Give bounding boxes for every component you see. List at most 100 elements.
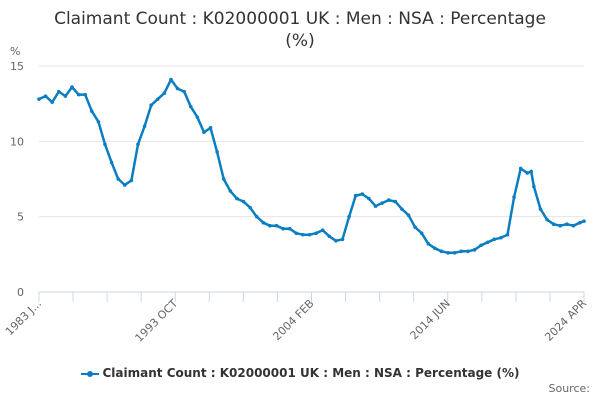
data-point[interactable] [202, 130, 206, 135]
data-point[interactable] [261, 220, 266, 225]
data-point[interactable] [142, 124, 147, 129]
data-point[interactable] [558, 223, 563, 228]
x-tick-label: 2024 APR [542, 297, 589, 344]
x-axis: 1983 J... 1993 OCT 2004 FEB 2014 JUN 2024 AP… [3, 291, 589, 345]
data-point[interactable] [353, 193, 358, 198]
legend[interactable]: Claimant Count : K02000001 UK : Men : NS… [0, 366, 600, 380]
data-point[interactable] [320, 228, 325, 233]
data-point[interactable] [215, 150, 219, 154]
data-point[interactable] [452, 251, 457, 255]
data-point[interactable] [162, 91, 167, 95]
data-point[interactable] [268, 223, 272, 228]
data-point[interactable] [228, 189, 233, 193]
data-point[interactable] [129, 178, 134, 183]
data-point[interactable] [241, 199, 246, 204]
data-point[interactable] [538, 207, 543, 211]
data-point[interactable] [294, 231, 299, 236]
source-label: Source: [548, 382, 591, 395]
data-point[interactable] [122, 183, 127, 187]
data-point[interactable] [459, 249, 464, 254]
data-point[interactable] [116, 177, 120, 181]
data-point[interactable] [582, 219, 586, 223]
data-point[interactable] [37, 97, 41, 101]
data-point[interactable] [433, 246, 437, 251]
data-point[interactable] [565, 222, 569, 226]
data-point[interactable] [281, 226, 285, 231]
x-tick-label: 1983 J... [3, 297, 44, 338]
data-point[interactable] [551, 222, 556, 226]
data-point[interactable] [235, 196, 239, 201]
data-point[interactable] [499, 235, 503, 240]
data-point[interactable] [340, 237, 345, 242]
data-point[interactable] [169, 77, 173, 82]
data-point[interactable] [545, 217, 549, 222]
data-point[interactable] [413, 225, 417, 230]
data-point[interactable] [393, 199, 398, 204]
data-point[interactable] [419, 231, 424, 236]
data-point[interactable] [406, 213, 411, 217]
data-point[interactable] [103, 142, 107, 147]
data-point[interactable] [347, 214, 351, 219]
data-point[interactable] [532, 184, 536, 189]
data-point[interactable] [314, 231, 318, 236]
data-point[interactable] [96, 119, 101, 124]
data-point[interactable] [360, 192, 365, 196]
x-tick-label: 1993 OCT [133, 297, 181, 345]
data-point[interactable] [505, 232, 510, 237]
chart-title: Claimant Count : K02000001 UK : Men : NS… [0, 8, 600, 52]
data-point[interactable] [529, 169, 534, 174]
legend-label: Claimant Count : K02000001 UK : Men : NS… [102, 366, 520, 380]
data-point[interactable] [439, 249, 444, 254]
data-point[interactable] [301, 232, 305, 237]
data-point[interactable] [76, 92, 81, 97]
data-point[interactable] [512, 195, 516, 199]
data-point[interactable] [254, 214, 259, 219]
data-point[interactable] [136, 142, 140, 147]
data-point[interactable] [492, 237, 497, 242]
data-point[interactable] [373, 204, 378, 208]
data-series-line[interactable] [37, 77, 586, 255]
data-point[interactable] [571, 223, 576, 228]
data-point[interactable] [287, 226, 292, 231]
data-point[interactable] [525, 171, 530, 175]
data-point[interactable] [578, 220, 582, 225]
chart-title-line-1: Claimant Count : K02000001 UK : Men : NS… [54, 9, 546, 29]
data-point[interactable] [188, 104, 193, 109]
data-point[interactable] [446, 251, 450, 255]
data-point[interactable] [466, 249, 470, 254]
data-point[interactable] [518, 166, 523, 171]
data-point[interactable] [155, 97, 160, 101]
data-point[interactable] [221, 177, 226, 181]
data-point[interactable] [109, 160, 114, 165]
data-point[interactable] [380, 201, 384, 205]
data-point[interactable] [307, 232, 312, 237]
data-point[interactable] [472, 248, 477, 252]
data-point[interactable] [248, 205, 252, 210]
data-point[interactable] [182, 89, 186, 94]
gridlines [39, 65, 584, 218]
data-point[interactable] [208, 125, 213, 130]
data-point[interactable] [63, 94, 68, 98]
data-point[interactable] [485, 240, 490, 245]
data-point[interactable] [386, 198, 391, 202]
data-point[interactable] [175, 86, 180, 91]
y-tick-label: 0 [17, 286, 24, 299]
data-point[interactable] [43, 94, 48, 98]
data-point[interactable] [83, 92, 87, 97]
chart-title-line-2: (%) [285, 31, 315, 51]
data-point[interactable] [367, 196, 371, 201]
data-point[interactable] [400, 207, 404, 211]
line-chart: 0 5 10 15 1983 J... 1993 OCT 2004 FEB 2014 JUN… [3, 60, 589, 345]
data-point[interactable] [334, 238, 338, 243]
x-tick-label: 2014 JUN [408, 297, 453, 342]
data-point[interactable] [327, 234, 332, 239]
data-point[interactable] [195, 115, 200, 120]
data-point[interactable] [50, 100, 54, 104]
data-point[interactable] [56, 89, 61, 94]
data-point[interactable] [149, 103, 153, 107]
data-point[interactable] [274, 223, 279, 228]
data-point[interactable] [479, 243, 483, 248]
data-point[interactable] [426, 241, 431, 246]
data-point[interactable] [70, 85, 74, 89]
data-point[interactable] [89, 109, 94, 113]
